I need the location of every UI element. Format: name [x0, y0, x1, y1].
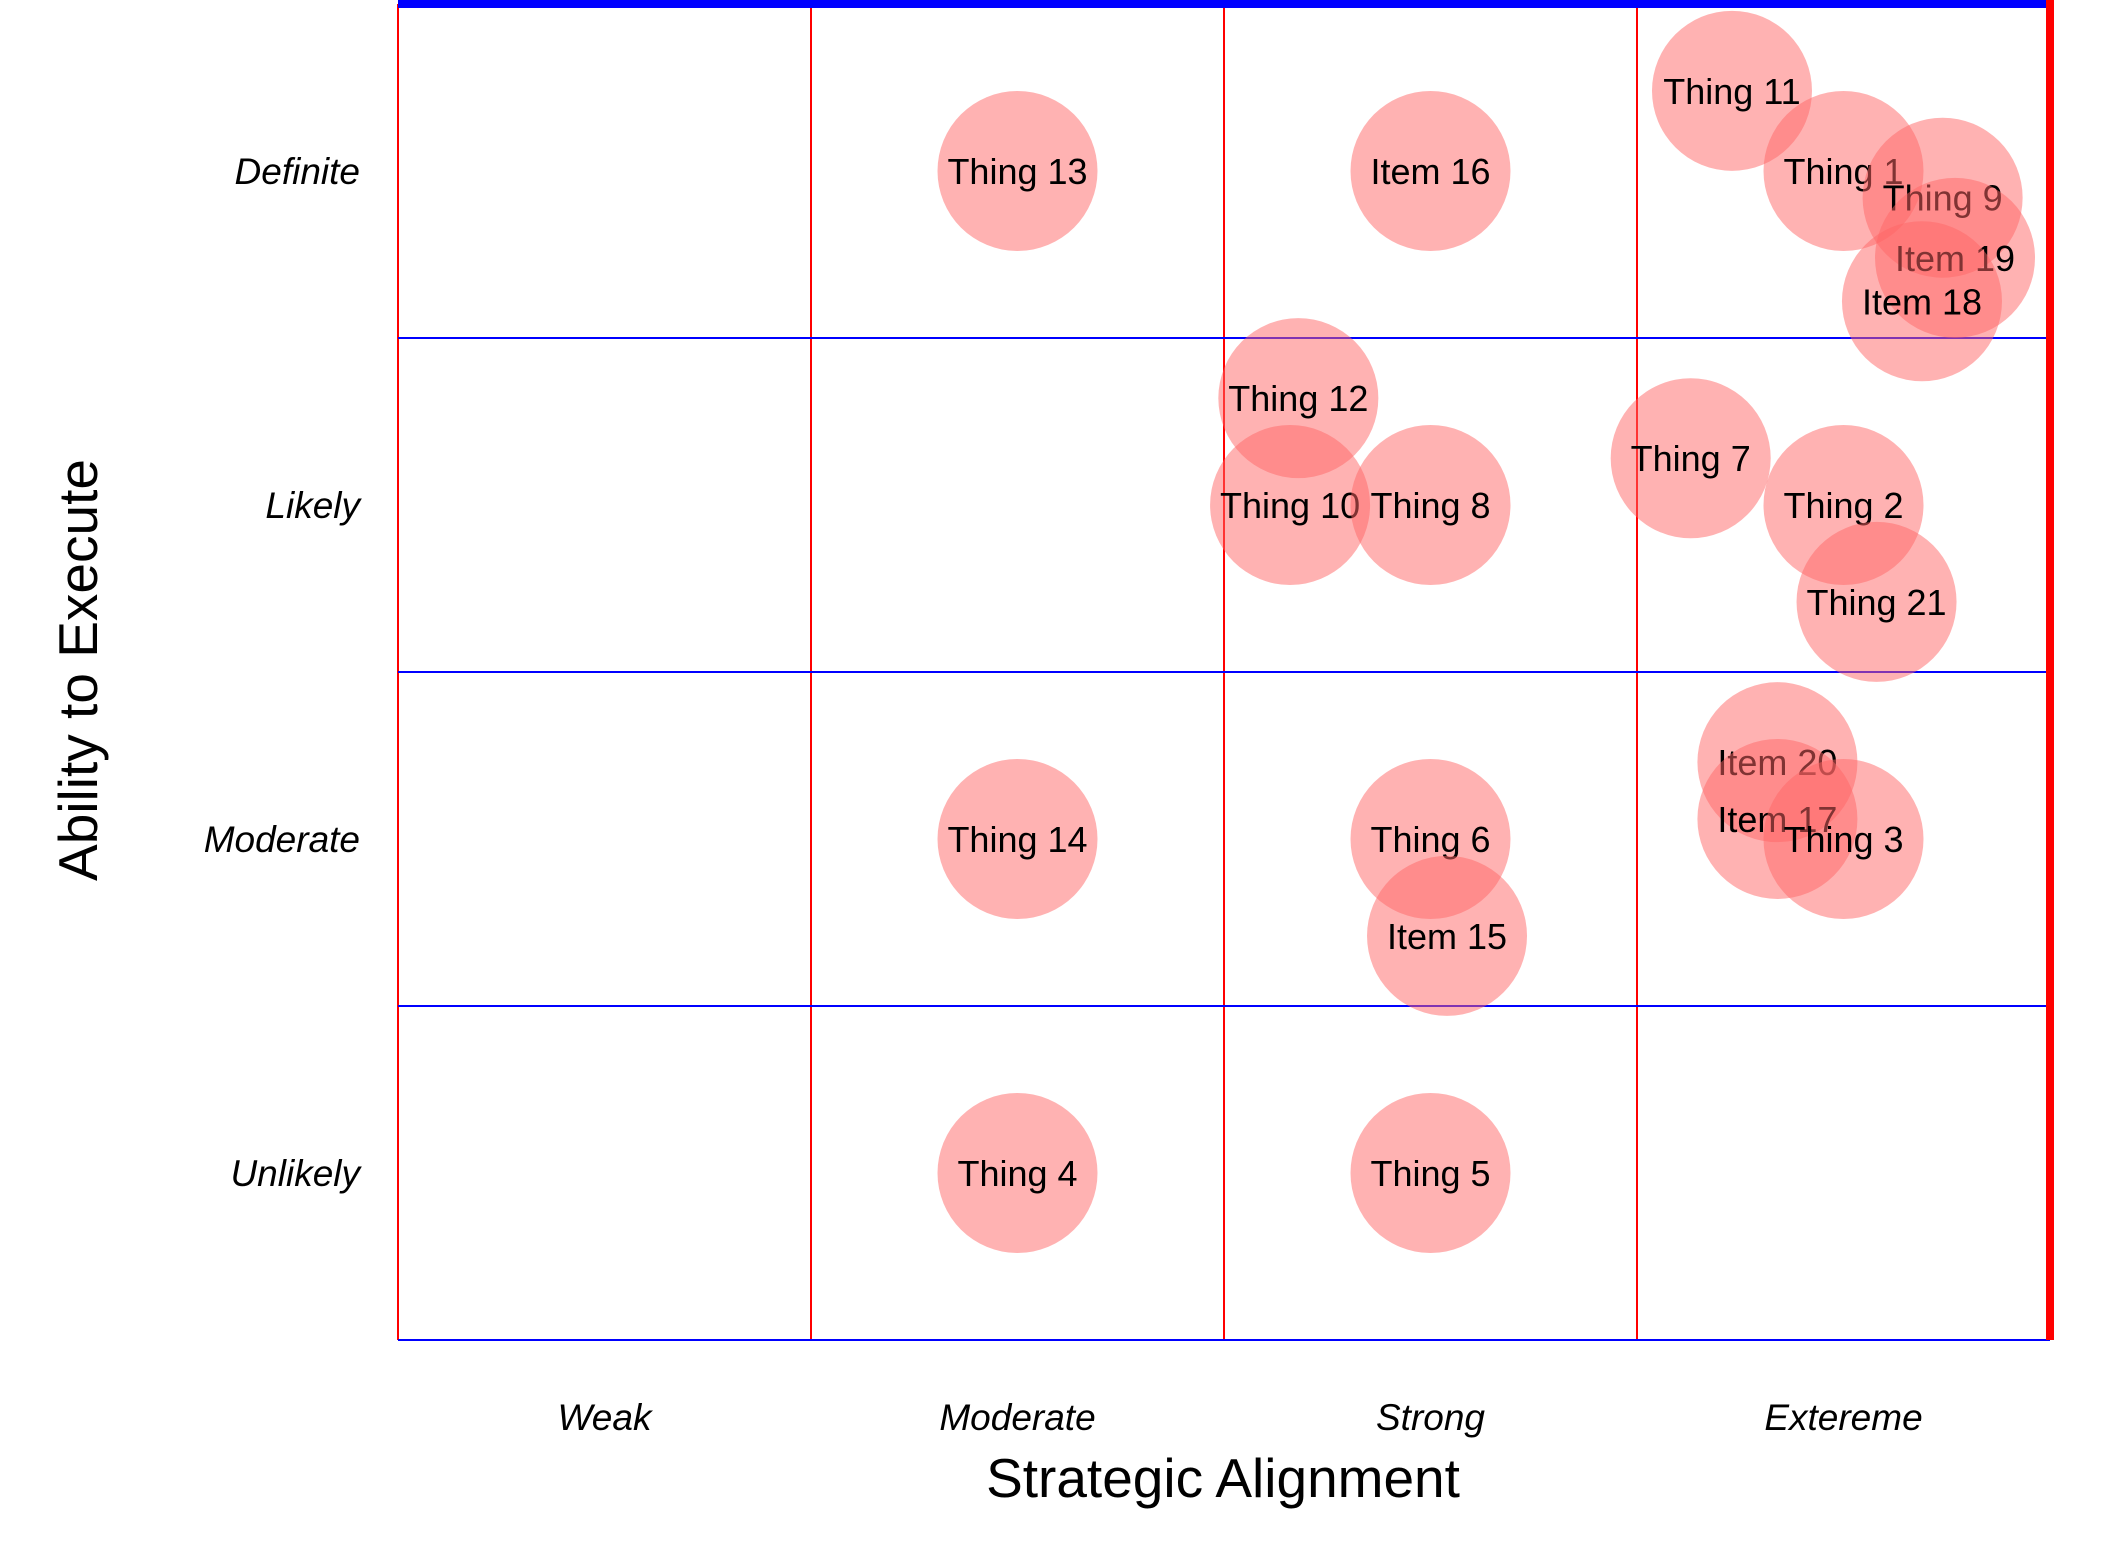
bubble-point[interactable] [1350, 91, 1511, 251]
bubble-label: Thing 10 [1220, 485, 1360, 526]
y-category-label: Unlikely [230, 1153, 362, 1194]
bubble-point[interactable] [1841, 221, 2002, 382]
bubble-label: Thing 2 [1783, 485, 1903, 526]
x-category-label: Moderate [939, 1397, 1095, 1438]
x-category-label: Weak [558, 1397, 654, 1438]
bubble-label: Thing 3 [1783, 819, 1903, 860]
bubble-label: Thing 8 [1370, 485, 1490, 526]
bubble-label: Thing 4 [957, 1153, 1077, 1194]
bubble-label: Item 15 [1387, 916, 1507, 957]
bubble-point[interactable] [1350, 425, 1511, 585]
bubble-point[interactable] [1796, 521, 1957, 682]
bubble-label: Item 16 [1370, 151, 1490, 192]
bubble-point[interactable] [1651, 10, 1812, 171]
y-category-label: Definite [235, 151, 360, 192]
bubble-label: Thing 21 [1806, 582, 1946, 623]
bubble-label: Thing 7 [1631, 438, 1751, 479]
x-category-label: Extereme [1764, 1397, 1922, 1438]
bubble-label: Thing 14 [947, 819, 1087, 860]
x-category-label: Strong [1376, 1397, 1485, 1438]
bubble-point[interactable] [937, 1093, 1098, 1253]
bubble-point[interactable] [937, 91, 1098, 251]
bubble-point[interactable] [1210, 425, 1371, 585]
y-axis-title: Ability to Execute [47, 459, 109, 881]
grid-layer [397, 0, 2054, 1341]
bubble-point[interactable] [1367, 855, 1528, 1016]
y-category-label: Likely [265, 485, 362, 526]
bubble-label: Thing 11 [1663, 71, 1800, 112]
y-category-label: Moderate [204, 819, 360, 860]
bubble-label: Thing 6 [1370, 819, 1490, 860]
bubble-point[interactable] [1763, 759, 1924, 919]
bubble-label: Item 18 [1862, 281, 1982, 322]
bubble-label: Thing 13 [947, 151, 1087, 192]
bubble-point[interactable] [1610, 378, 1771, 539]
bubble-point[interactable] [937, 759, 1098, 919]
x-axis-title: Strategic Alignment [986, 1447, 1460, 1509]
label-layer: Weak Moderate Strong Extereme Unlikely Modera… [204, 151, 1923, 1438]
bubble-point[interactable] [1350, 1093, 1511, 1253]
bubble-label: Thing 5 [1370, 1153, 1490, 1194]
bubble-label: Thing 12 [1228, 378, 1368, 419]
